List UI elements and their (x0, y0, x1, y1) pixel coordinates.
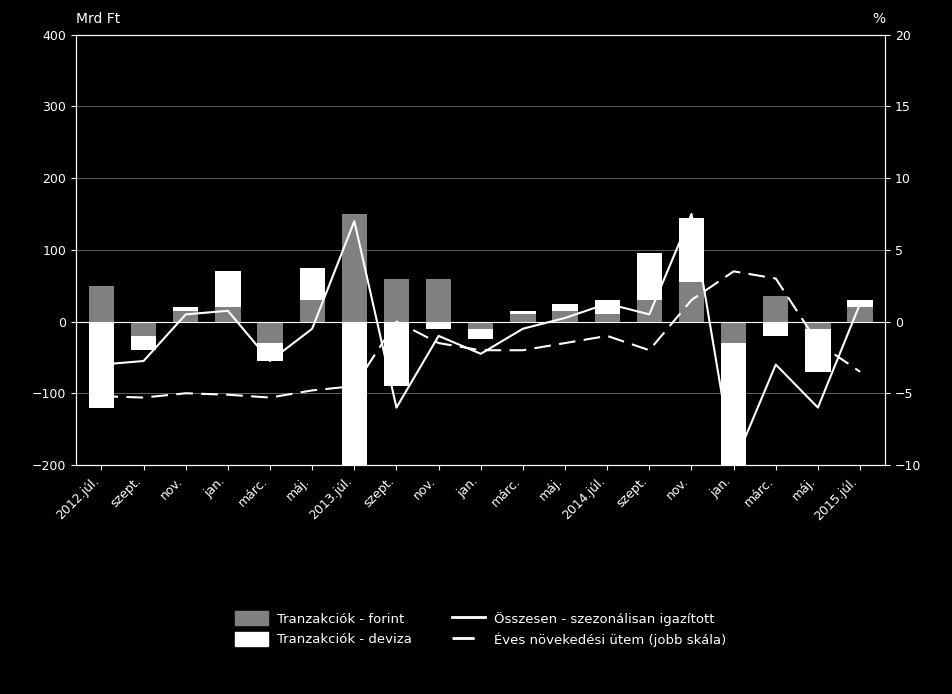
Bar (468, 321, 493, 329)
Bar (426, 278, 451, 321)
Bar (89, 321, 114, 407)
Bar (510, 311, 536, 314)
Bar (131, 336, 156, 350)
Bar (679, 282, 704, 321)
Bar (847, 307, 873, 321)
Bar (300, 268, 325, 300)
Bar (595, 300, 620, 314)
Bar (721, 343, 746, 486)
Bar (468, 329, 493, 339)
Bar (764, 296, 788, 321)
Bar (595, 314, 620, 321)
Bar (215, 271, 241, 307)
Bar (215, 307, 241, 321)
Bar (637, 300, 662, 321)
Bar (637, 253, 662, 300)
Bar (342, 321, 367, 465)
Legend: Tranzakciók - forint, Tranzakciók - deviza, Összesen - szezonálisan igazított, É: Tranzakciók - forint, Tranzakciók - devi… (229, 606, 732, 652)
Text: Mrd Ft: Mrd Ft (76, 12, 120, 26)
Bar (805, 321, 830, 329)
Bar (805, 329, 830, 372)
Bar (257, 343, 283, 361)
Bar (257, 321, 283, 343)
Bar (384, 278, 409, 321)
Bar (173, 311, 198, 321)
Bar (721, 321, 746, 343)
Bar (847, 300, 873, 307)
Bar (679, 218, 704, 282)
Bar (384, 321, 409, 386)
Bar (426, 321, 451, 329)
Bar (131, 321, 156, 336)
Bar (552, 304, 578, 311)
Bar (173, 307, 198, 311)
Bar (552, 311, 578, 321)
Bar (342, 214, 367, 321)
Text: %: % (872, 12, 885, 26)
Bar (89, 286, 114, 321)
Bar (764, 321, 788, 336)
Bar (510, 314, 536, 321)
Bar (300, 300, 325, 321)
